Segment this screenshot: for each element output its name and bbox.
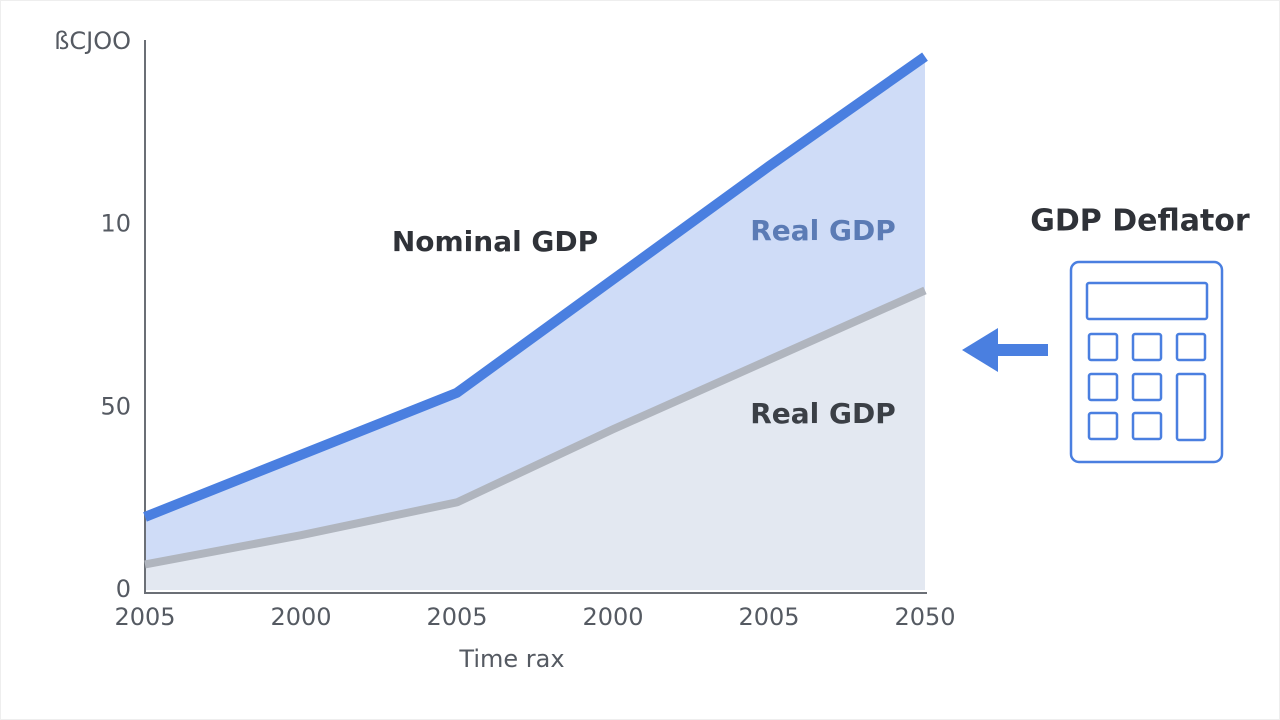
sidebar-title: GDP Deflator <box>1030 204 1250 239</box>
calculator-key <box>1087 411 1119 441</box>
calculator-body <box>1069 260 1224 464</box>
series-label: Nominal GDP <box>392 225 598 258</box>
x-tick-label: 2000 <box>270 603 331 631</box>
calculator-key <box>1175 332 1207 362</box>
calculator-key <box>1087 372 1119 402</box>
series-label: Real GDP <box>750 397 896 430</box>
calculator-key <box>1175 372 1207 442</box>
calculator-key <box>1131 332 1163 362</box>
x-tick-label: 2005 <box>426 603 487 631</box>
y-tick-label: 50 <box>100 392 131 420</box>
area <box>145 290 925 590</box>
annotation: Real GDP <box>750 214 896 247</box>
x-tick-label: 2005 <box>738 603 799 631</box>
arrow-head <box>962 328 998 372</box>
x-tick-label: 2000 <box>582 603 643 631</box>
arrow <box>962 328 1048 372</box>
line <box>144 286 927 569</box>
y-tick-label: 10 <box>100 210 131 238</box>
x-tick-label: 2050 <box>894 603 955 631</box>
calculator-icon <box>1069 260 1224 464</box>
x-axis-title: Time rax <box>458 645 564 673</box>
calculator-screen <box>1085 281 1209 321</box>
calculator-key <box>1087 332 1119 362</box>
x-tick-label: 2005 <box>114 603 175 631</box>
calculator-key <box>1131 411 1163 441</box>
y-tick-label: ßCJOO <box>54 27 131 55</box>
line <box>143 52 928 522</box>
calculator-key <box>1131 372 1163 402</box>
y-tick-label: 0 <box>116 575 131 603</box>
